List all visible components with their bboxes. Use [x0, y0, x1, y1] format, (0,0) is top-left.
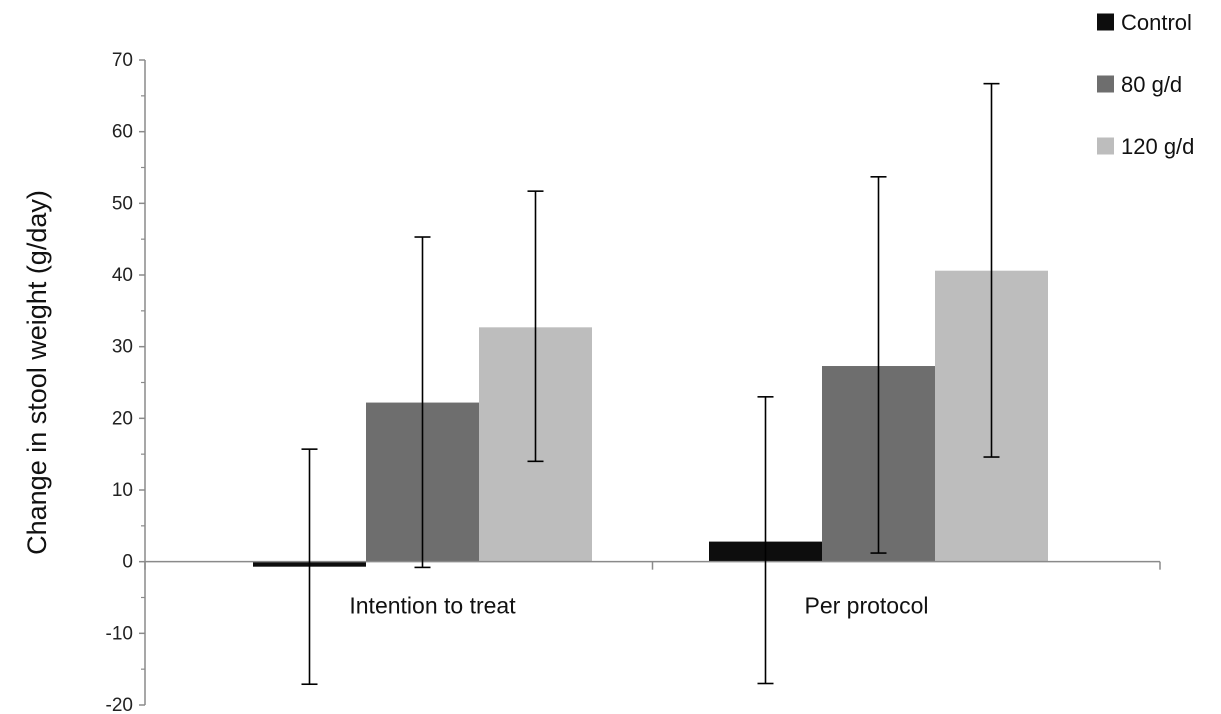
legend-swatch-0: [1097, 13, 1114, 31]
y-tick-label: 40: [112, 265, 133, 286]
category-label: Per protocol: [804, 593, 928, 619]
y-tick-label: 30: [112, 337, 133, 358]
axes-layer: [139, 59, 1161, 706]
y-tick-label: 50: [112, 193, 133, 214]
legend-label-0: Control: [1121, 10, 1192, 35]
legend: Control 80 g/d 120 g/d: [1097, 10, 1194, 159]
legend-swatch-1: [1097, 75, 1114, 93]
bars-layer: [253, 270, 1048, 567]
y-tick-label: 10: [112, 480, 133, 501]
y-tick-label: -20: [106, 695, 133, 714]
y-tick-label: -10: [106, 623, 133, 644]
error-bars-layer: [301, 82, 1000, 686]
legend-label-2: 120 g/d: [1121, 134, 1194, 159]
y-tick-label: 60: [112, 122, 133, 143]
y-tick-label: 0: [122, 552, 133, 573]
legend-swatch-2: [1097, 137, 1114, 155]
y-tick-label: 20: [112, 408, 133, 429]
y-axis-title: Change in stool weight (g/day): [22, 190, 52, 555]
labels-layer: -20 -10 0 10 20 30 40 50 60 70 Intention to treat P…: [22, 50, 929, 714]
category-label: Intention to treat: [349, 593, 516, 619]
y-tick-label: 70: [112, 50, 133, 71]
legend-label-1: 80 g/d: [1121, 72, 1182, 97]
